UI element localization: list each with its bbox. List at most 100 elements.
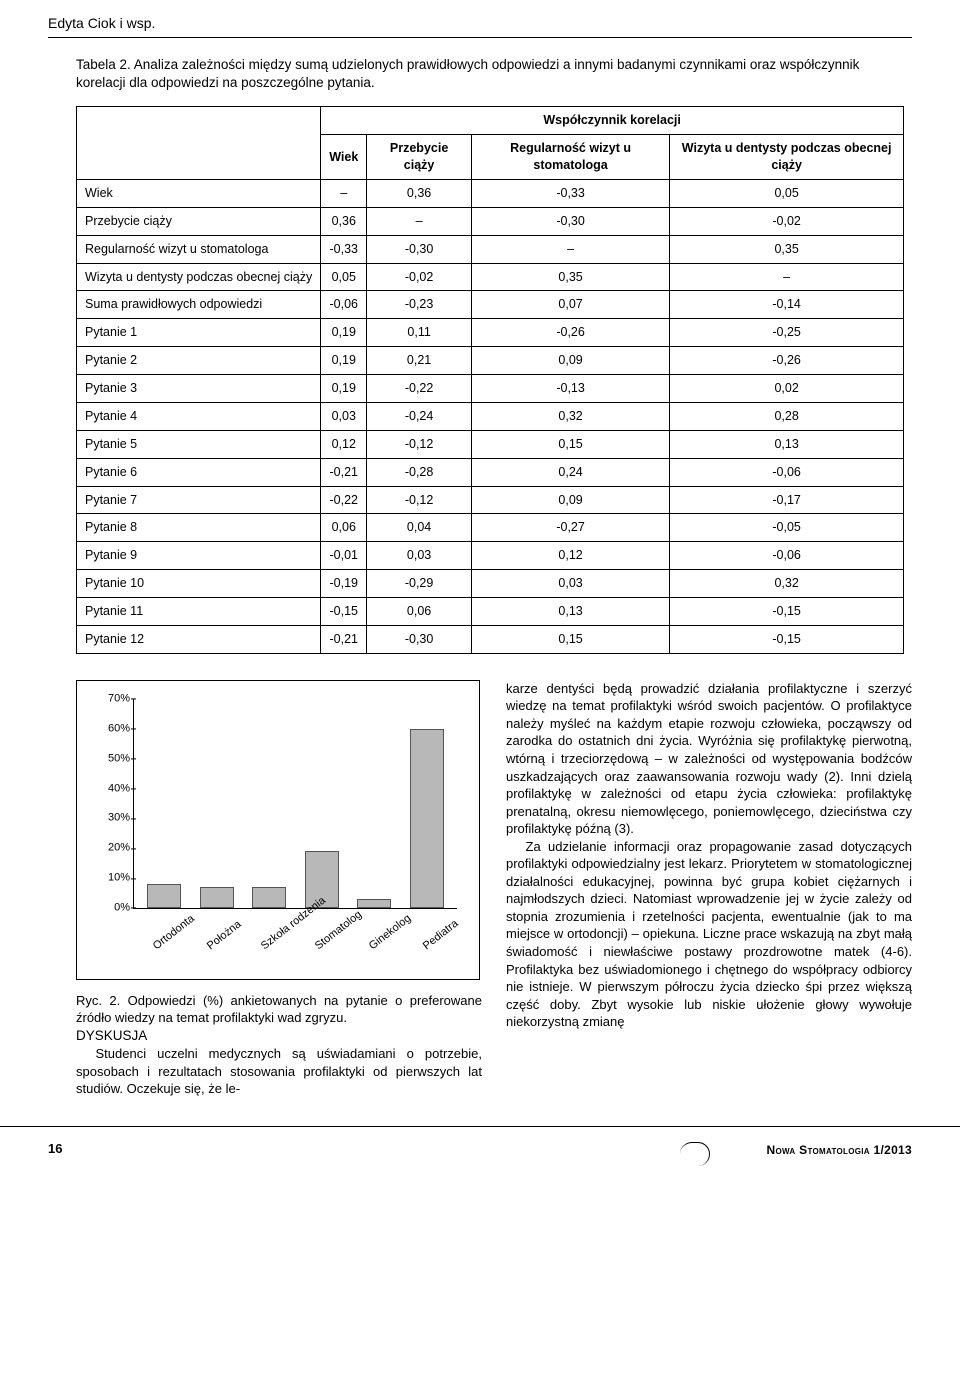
table-row: Pytanie 12-0,21-0,300,15-0,15	[77, 625, 904, 653]
table-row: Pytanie 10-0,19-0,290,030,32	[77, 570, 904, 598]
head-rule	[48, 37, 912, 38]
row-label: Pytanie 8	[77, 514, 321, 542]
table-cell: -0,29	[367, 570, 472, 598]
body-text: karze dentyści będą prowadzić działania …	[506, 680, 912, 838]
table-cell: 0,21	[367, 347, 472, 375]
x-tick-label: Ginekolog	[366, 921, 430, 989]
table-row: Wiek–0,36-0,330,05	[77, 179, 904, 207]
x-tick-label: Pediatra	[420, 921, 484, 989]
table-cell: 0,24	[471, 458, 669, 486]
y-tick-label: 10%	[90, 871, 130, 886]
row-label: Pytanie 6	[77, 458, 321, 486]
y-tick-label: 30%	[90, 811, 130, 826]
row-label: Pytanie 2	[77, 347, 321, 375]
table-cell: 0,06	[367, 598, 472, 626]
table-cell: 0,35	[670, 235, 904, 263]
row-label: Pytanie 11	[77, 598, 321, 626]
table-cell: 0,36	[321, 207, 367, 235]
row-label: Regularność wizyt u stomatologa	[77, 235, 321, 263]
table-cell: -0,02	[367, 263, 472, 291]
table-cell: -0,26	[471, 319, 669, 347]
row-label: Przebycie ciąży	[77, 207, 321, 235]
table-cell: -0,13	[471, 375, 669, 403]
table-cell: -0,15	[670, 625, 904, 653]
row-label: Pytanie 1	[77, 319, 321, 347]
row-label: Wizyta u dentysty podczas obecnej ciąży	[77, 263, 321, 291]
table-row: Pytanie 9-0,010,030,12-0,06	[77, 542, 904, 570]
table-cell: -0,15	[670, 598, 904, 626]
x-tick-label: Położna	[204, 921, 268, 989]
table-cell: -0,21	[321, 458, 367, 486]
table-stub	[77, 107, 321, 180]
table-cell: 0,05	[670, 179, 904, 207]
table-cell: -0,06	[670, 458, 904, 486]
bar	[410, 729, 444, 908]
table-cell: 0,32	[471, 402, 669, 430]
table-cell: 0,19	[321, 347, 367, 375]
table-caption: Tabela 2. Analiza zależności między sumą…	[76, 56, 912, 92]
y-tick-label: 50%	[90, 751, 130, 766]
table-cell: -0,17	[670, 486, 904, 514]
table-cell: 0,32	[670, 570, 904, 598]
table-cell: 0,13	[670, 430, 904, 458]
x-tick-label: Stomatolog	[312, 921, 376, 989]
table-cell: -0,12	[367, 430, 472, 458]
table-row: Regularność wizyt u stomatologa-0,33-0,3…	[77, 235, 904, 263]
table-cell: 0,06	[321, 514, 367, 542]
table-cell: -0,23	[367, 291, 472, 319]
table-cell: 0,02	[670, 375, 904, 403]
table-row: Pytanie 80,060,04-0,27-0,05	[77, 514, 904, 542]
table-cell: 0,28	[670, 402, 904, 430]
footer-ornament	[680, 1142, 710, 1166]
table-cell: -0,21	[321, 625, 367, 653]
table-row: Wizyta u dentysty podczas obecnej ciąży 0…	[77, 263, 904, 291]
bar	[357, 899, 391, 908]
row-label: Pytanie 7	[77, 486, 321, 514]
table-cell: 0,15	[471, 430, 669, 458]
table-row: Pytanie 7-0,22-0,120,09-0,17	[77, 486, 904, 514]
table-cell: -0,14	[670, 291, 904, 319]
table-cell: -0,33	[321, 235, 367, 263]
row-label: Pytanie 4	[77, 402, 321, 430]
table-cell: 0,11	[367, 319, 472, 347]
table-cell: 0,35	[471, 263, 669, 291]
table-cell: 0,03	[367, 542, 472, 570]
table-cell: -0,05	[670, 514, 904, 542]
journal-ref: Nowa Stomatologia 1/2013	[767, 1142, 912, 1158]
table-cell: 0,36	[367, 179, 472, 207]
table-cell: 0,12	[471, 542, 669, 570]
figure-caption: Ryc. 2. Odpowiedzi (%) ankietowanych na …	[76, 992, 482, 1027]
row-label: Suma prawidłowych odpowiedzi	[77, 291, 321, 319]
table-cell: -0,01	[321, 542, 367, 570]
y-tick-label: 70%	[90, 691, 130, 706]
table-superheader: Współczynnik korelacji	[321, 107, 904, 135]
table-row: Suma prawidłowych odpowiedzi-0,06-0,230,…	[77, 291, 904, 319]
bar	[200, 887, 234, 908]
x-tick-label: Szkoła rodzenia	[258, 921, 322, 989]
row-label: Pytanie 10	[77, 570, 321, 598]
table-cell: –	[367, 207, 472, 235]
table-cell: 0,09	[471, 347, 669, 375]
bar	[252, 887, 286, 908]
table-cell: 0,07	[471, 291, 669, 319]
row-label: Pytanie 12	[77, 625, 321, 653]
table-cell: -0,06	[321, 291, 367, 319]
table-cell: -0,19	[321, 570, 367, 598]
page-number: 16	[48, 1140, 62, 1158]
table-row: Pytanie 50,12-0,120,150,13	[77, 430, 904, 458]
table-cell: -0,02	[670, 207, 904, 235]
table-row: Pytanie 20,190,210,09-0,26	[77, 347, 904, 375]
table-row: Pytanie 11-0,150,060,13-0,15	[77, 598, 904, 626]
table-cell: -0,06	[670, 542, 904, 570]
row-label: Pytanie 9	[77, 542, 321, 570]
table-row: Pytanie 6-0,21-0,280,24-0,06	[77, 458, 904, 486]
table-cell: -0,27	[471, 514, 669, 542]
table-cell: -0,25	[670, 319, 904, 347]
y-tick-label: 0%	[90, 900, 130, 915]
table-cell: 0,12	[321, 430, 367, 458]
table-cell: 0,03	[471, 570, 669, 598]
table-row: Pytanie 30,19-0,22-0,130,02	[77, 375, 904, 403]
table-cell: 0,19	[321, 375, 367, 403]
x-tick-label: Ortodonta	[150, 921, 214, 989]
table-cell: -0,24	[367, 402, 472, 430]
